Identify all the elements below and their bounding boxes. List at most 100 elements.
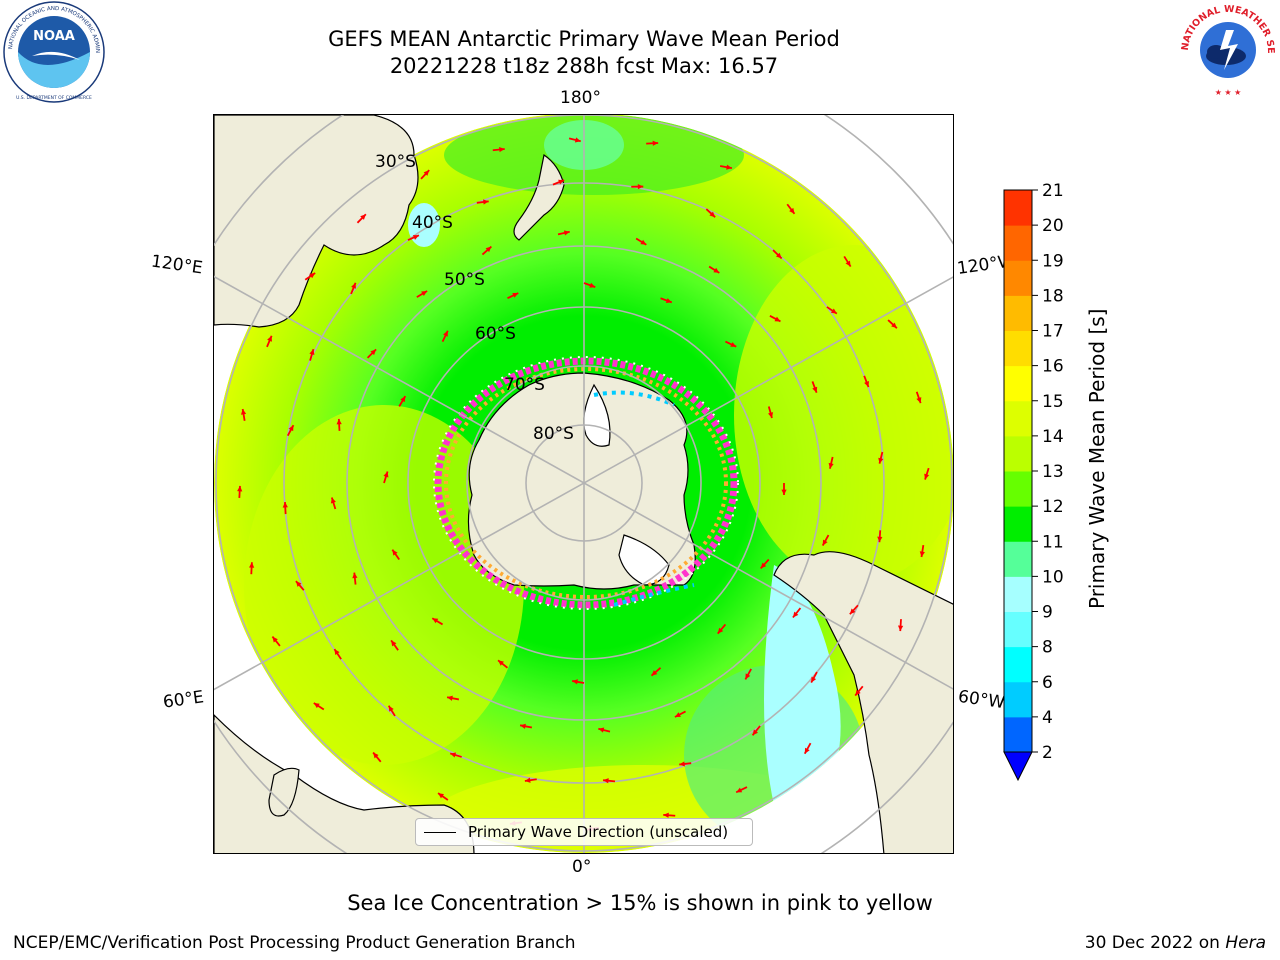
wave-arrow-head [499,146,505,153]
wave-arrow-head [421,290,428,296]
wave-arrow-head [360,214,366,220]
wave-arrow-head [370,349,377,356]
wave-arrow-head [267,335,272,342]
wave-arrow-head [383,471,389,478]
colorbar-tick-label: 14 [1042,427,1064,447]
colorbar-cell [1004,681,1032,718]
colorbar-cell [1004,646,1032,683]
lon-label-60e: 60°E [161,687,206,713]
wave-arrow-head [665,298,672,303]
wave-arrow-head [412,235,419,240]
wave-arrow-head [822,539,828,546]
wave-arrow-head [334,649,340,656]
wave-arrow-head [520,723,526,729]
wave-arrow-head [919,551,925,558]
polar-map [213,114,954,854]
wave-arrow-head [443,330,448,337]
australia [214,115,419,328]
colorbar-tick-label: 19 [1042,251,1064,271]
map-legend: Primary Wave Direction (unscaled) [415,818,753,846]
wave-arrow-head [726,164,732,170]
wave-arrow-head [272,636,278,643]
wave-arrow-head [897,625,904,632]
wave-arrow-head [288,425,294,432]
colorbar-tick-label: 2 [1042,743,1053,763]
wave-arrow-head [916,397,922,404]
wave-arrow-head [924,473,930,480]
wave-arrow-head [309,349,315,356]
colorbar-cell [1004,471,1032,507]
wave-arrow-head [864,381,869,388]
wave-arrow-head [574,137,581,143]
lon-label-120e: 120°E [149,251,204,279]
field-patches [244,115,953,853]
wave-arrow-head [849,608,856,615]
wave-arrow-head [388,705,394,712]
wave-arrow-head [598,727,605,733]
plot-subtitle: 20221228 t18z 288h fcst Max: 16.57 [389,54,779,78]
colorbar-tick-label: 12 [1042,497,1064,517]
colorbar-cell [1004,400,1032,437]
wave-arrow-head [391,640,397,647]
wave-arrow-head [603,778,609,784]
wave-arrow-head [767,412,774,419]
wave-arrow-head [637,184,644,190]
wave-arrow-head [804,747,810,754]
footer-credit: NCEP/EMC/Verification Post Processing Pr… [13,933,576,953]
noaa-logo: NATIONAL OCEANIC AND ATMOSPHERIC ADMINIS… [2,0,105,103]
new-zealand [513,154,565,241]
wave-arrow-head [717,627,724,634]
graticule [214,115,953,853]
colorbar-tick-label: 17 [1042,322,1064,342]
legend-label: Primary Wave Direction (unscaled) [468,823,729,841]
plot-title: GEFS MEAN Antarctic Primary Wave Mean Pe… [328,27,840,51]
wave-arrow-head [709,211,716,218]
south-america [773,551,953,853]
wave-arrow-head [240,408,247,415]
wave-arrow-head [589,282,596,288]
colorbar-tick-label: 6 [1042,673,1053,693]
colorbar-cell [1004,576,1032,612]
wave-arrow-head [891,322,897,329]
svg-text:★ ★ ★: ★ ★ ★ [1215,88,1242,97]
colorbar-tick-label: 16 [1042,357,1064,377]
wave-arrow-head [309,273,316,279]
footer-date: 30 Dec 2022 on Hera [1085,933,1266,953]
colorbar-cell [1004,330,1032,367]
colorbar-tick-label: 11 [1042,532,1064,552]
wave-arrow-head [730,342,737,347]
wave-arrow-head [498,660,504,666]
wave-arrow-head [336,418,342,425]
wave-arrow-head [877,536,883,543]
noaa-dept-text: U.S. DEPARTMENT OF COMMERCE [16,95,92,101]
wave-arrow-head [878,457,884,464]
wave-arrow-head [745,673,751,680]
wave-arrow-head [828,462,834,469]
wave-arrow-head [392,549,398,556]
colorbar-tick-label: 13 [1042,462,1064,482]
colorbar-tick-label: 15 [1042,392,1064,412]
lon-label-180: 180° [560,88,601,108]
wave-arrow-head [524,777,531,783]
wave-arrow-head [752,729,758,736]
wave-arrow-head [432,618,439,624]
wave-arrow-head [438,793,444,799]
wave-arrow-head [736,787,743,793]
colorbar: 2 4 6 8 9 10 11 12 13 14 15 16 17 18 19 20 21 [1003,181,1064,782]
wave-arrow-head [679,761,685,767]
footer-date-text: 30 Dec 2022 on [1084,933,1226,953]
wave-arrow-head [651,670,658,676]
wave-arrow-head [485,246,492,253]
colorbar-cell [1004,260,1032,296]
wave-arrow-head [450,752,457,758]
colorbar-cell [1004,225,1032,261]
wave-arrow-head [400,396,406,403]
madagascar [268,767,300,817]
wave-arrow-head [423,170,430,176]
colorbar-title: Primary Wave Mean Period [s] [1085,308,1109,610]
wave-arrow-head [830,308,837,314]
sea-ice-ring [433,356,739,610]
nws-logo: NATIONAL WEATHER SERVICE ★ ★ ★ [1176,0,1276,97]
wave-arrow-head [713,267,720,273]
lat-label-30s: 30°S [375,152,416,172]
